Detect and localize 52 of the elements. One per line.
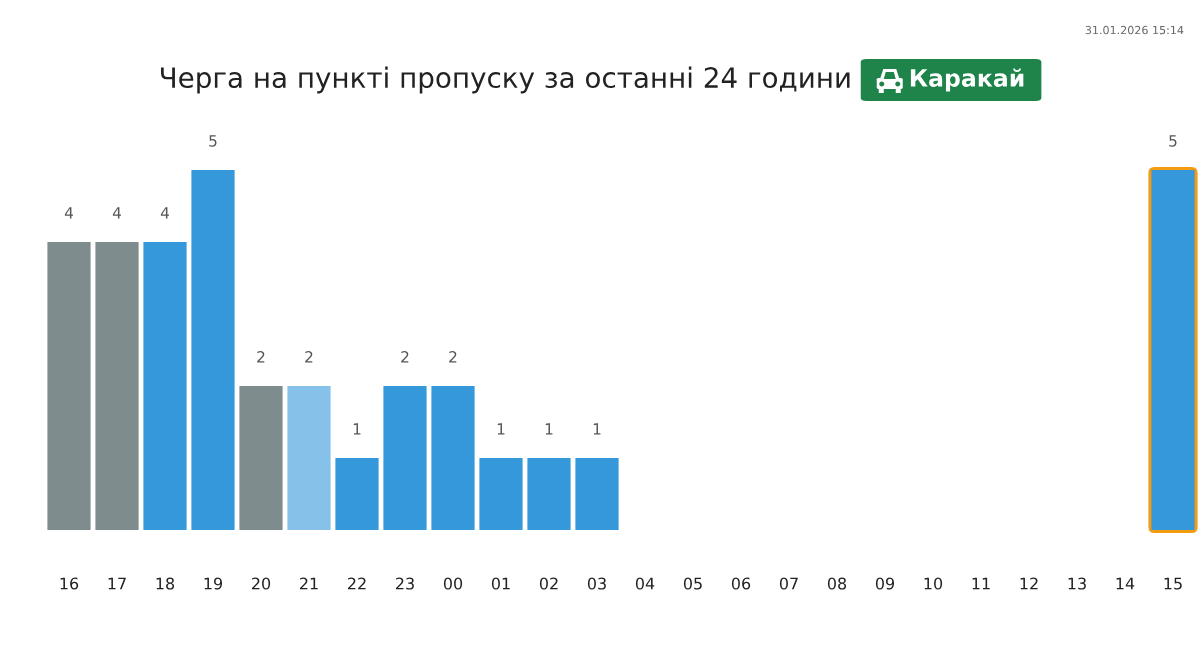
x-tick-label: 01 <box>491 577 510 590</box>
data-label: 2 <box>449 351 457 363</box>
bar <box>143 242 187 530</box>
bar <box>287 386 331 530</box>
data-label: 1 <box>353 423 361 435</box>
x-tick-label: 15 <box>1164 577 1182 590</box>
x-tick-label: 20 <box>252 577 271 590</box>
data-label: 1 <box>545 423 553 435</box>
text: 31.01.2026 15:14 <box>1085 25 1184 35</box>
data-label: 2 <box>401 351 409 363</box>
bar <box>479 458 523 530</box>
bar <box>191 170 235 530</box>
bar <box>47 242 91 530</box>
chart-subtitle: Каракай <box>910 68 1024 92</box>
x-tick-label: 09 <box>875 577 895 590</box>
bar <box>575 458 619 530</box>
x-tick-label: 21 <box>300 577 318 590</box>
x-tick-label: 03 <box>587 577 606 590</box>
bar <box>95 242 139 530</box>
x-tick-label: 08 <box>827 577 847 590</box>
data-label: 1 <box>593 423 601 435</box>
x-tick-label: 07 <box>779 577 798 590</box>
x-tick-label: 04 <box>635 577 655 590</box>
x-tick-label: 12 <box>1020 577 1038 590</box>
bar <box>431 386 475 530</box>
x-tick-label: 10 <box>924 577 943 590</box>
x-tick-label: 02 <box>539 577 558 590</box>
data-label: 1 <box>497 423 505 435</box>
data-label: 4 <box>160 207 169 219</box>
x-tick-label: 16 <box>60 577 79 590</box>
data-label: 2 <box>257 351 265 363</box>
x-tick-label: 14 <box>1116 577 1135 590</box>
chart-title: Черга на пункті пропуску за останні 24 години <box>161 66 850 94</box>
data-label: 4 <box>64 207 73 219</box>
data-label: 4 <box>112 207 121 219</box>
x-tick-label: 17 <box>108 577 126 590</box>
data-label: 2 <box>305 351 313 363</box>
x-tick-label: 00 <box>443 577 463 590</box>
x-tick-label: 18 <box>156 577 175 590</box>
x-tick-label: 13 <box>1068 577 1086 590</box>
bar <box>239 386 283 530</box>
x-tick-label: 23 <box>396 577 414 590</box>
data-label: 5 <box>209 135 217 147</box>
x-tick-label: 06 <box>731 577 751 590</box>
bar <box>383 386 427 530</box>
x-tick-label: 22 <box>348 577 366 590</box>
x-tick-label: 19 <box>204 577 223 590</box>
data-label: 5 <box>1169 135 1177 147</box>
bar <box>527 458 571 530</box>
x-tick-label: 05 <box>683 577 702 590</box>
x-tick-label: 11 <box>972 577 990 590</box>
bar <box>335 458 379 530</box>
